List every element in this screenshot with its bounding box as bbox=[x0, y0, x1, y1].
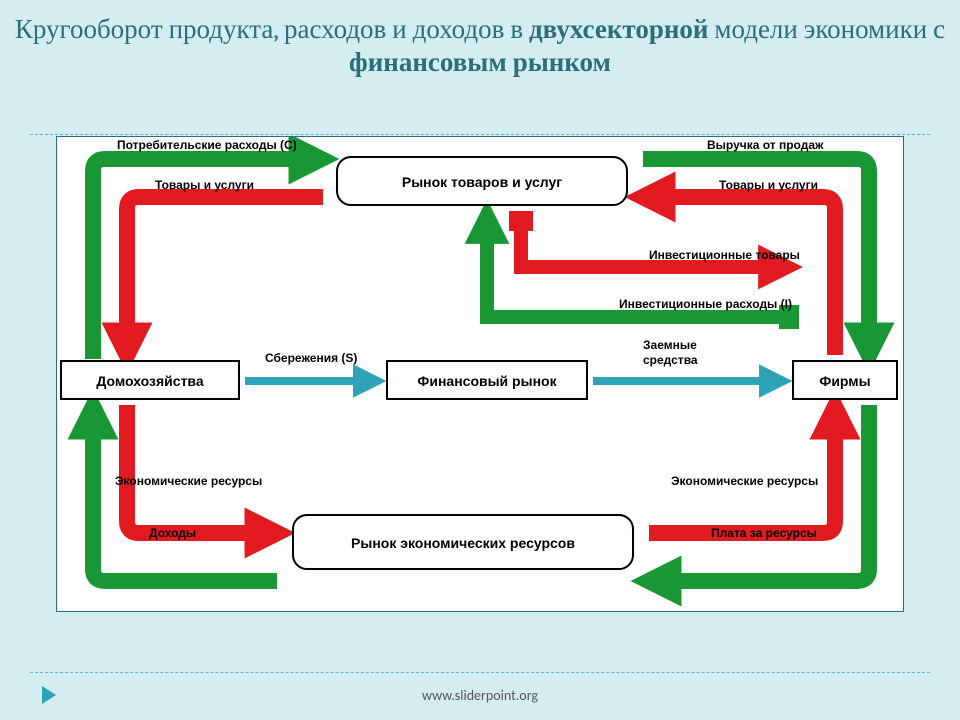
label-sales-revenue: Выручка от продаж bbox=[707, 138, 824, 152]
label-goods-firms: Товары и услуги bbox=[719, 178, 818, 192]
label-consumer-spending: Потребительские расходы (С) bbox=[117, 138, 297, 152]
overlap-block-top bbox=[509, 211, 533, 231]
label-goods-hh: Товары и услуги bbox=[155, 178, 254, 192]
arrow-goods-from-firms bbox=[645, 197, 835, 355]
title-part-4: финансовым рынком bbox=[349, 47, 611, 78]
node-financial-market-label: Финансовый рынок bbox=[417, 373, 557, 389]
title-part-2: двухсекторной bbox=[529, 14, 708, 45]
arrow-resources-to-firms bbox=[649, 409, 835, 533]
label-loanable-1: Заемные bbox=[643, 338, 697, 352]
node-goods-market-label: Рынок товаров и услуг bbox=[402, 174, 562, 190]
slide-title: Кругооборот продукта, расходов и доходов… bbox=[0, 14, 960, 80]
title-part-3: модели экономики с bbox=[708, 14, 945, 45]
label-investment-goods: Инвестиционные товары bbox=[649, 248, 800, 262]
footer-url: www.sliderpoint.org bbox=[0, 687, 960, 704]
arrow-goods-to-households bbox=[127, 197, 323, 353]
arrow-resources-from-households bbox=[127, 405, 275, 533]
circular-flow-diagram: Рынок товаров и услуг Домохозяйства Фина… bbox=[57, 137, 903, 611]
divider-top bbox=[30, 134, 930, 135]
diagram-frame: Рынок товаров и услуг Домохозяйства Фина… bbox=[56, 136, 904, 612]
label-loanable-2: средства bbox=[643, 353, 698, 367]
divider-bottom bbox=[30, 672, 930, 673]
label-investment-spending: Инвестиционные расходы (I) bbox=[619, 297, 792, 311]
label-income: Доходы bbox=[149, 526, 196, 540]
label-payment-resources: Плата за ресурсы bbox=[711, 526, 817, 540]
slide: Кругооборот продукта, расходов и доходов… bbox=[0, 0, 960, 720]
node-firms-label: Фирмы bbox=[819, 373, 870, 389]
node-resource-market-label: Рынок экономических ресурсов bbox=[351, 535, 575, 551]
node-households-label: Домохозяйства bbox=[96, 373, 203, 389]
label-savings: Сбережения (S) bbox=[265, 351, 357, 365]
title-part-1: Кругооборот продукта, расходов и доходов… bbox=[15, 14, 529, 45]
label-resources-hh: Экономические ресурсы bbox=[115, 474, 262, 488]
label-resources-firms: Экономические ресурсы bbox=[671, 474, 818, 488]
